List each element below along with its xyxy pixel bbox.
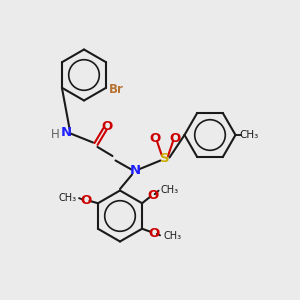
- Text: O: O: [102, 120, 113, 133]
- Text: CH₃: CH₃: [58, 193, 76, 203]
- Text: CH₃: CH₃: [163, 231, 181, 241]
- Text: Br: Br: [109, 83, 123, 96]
- Text: O: O: [147, 189, 158, 202]
- Text: CH₃: CH₃: [239, 130, 258, 140]
- Text: CH₃: CH₃: [160, 185, 178, 195]
- Text: S: S: [160, 152, 170, 166]
- Text: N: N: [129, 164, 141, 178]
- Text: O: O: [80, 194, 92, 207]
- Text: O: O: [148, 227, 160, 240]
- Text: H: H: [51, 128, 60, 142]
- Text: O: O: [149, 131, 160, 145]
- Text: O: O: [170, 131, 181, 145]
- Text: N: N: [60, 125, 72, 139]
